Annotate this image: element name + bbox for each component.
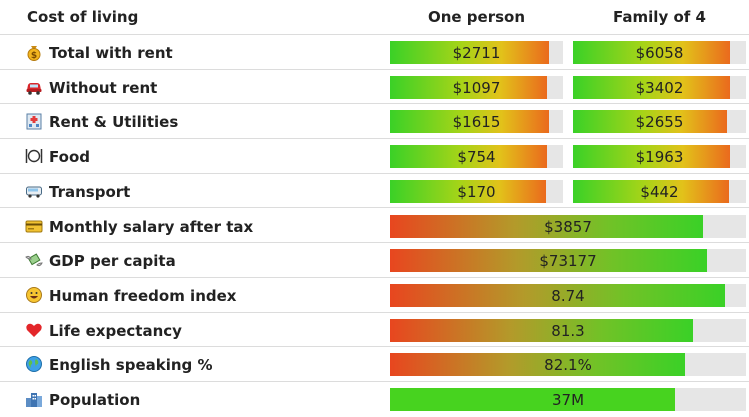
- row-label-text: Population: [49, 391, 141, 409]
- family-bar-fill: [573, 145, 731, 169]
- family-bar: $1963: [573, 145, 746, 169]
- metric-bar-fill: [390, 318, 693, 342]
- one-person-bar-fill: [390, 179, 546, 203]
- metric-bar-value: 82.1%: [544, 356, 592, 375]
- metric-bar: $3857: [390, 214, 746, 238]
- metric-bar: 8.74: [390, 283, 746, 307]
- row-label-text: English speaking %: [49, 356, 213, 375]
- metric-bar-value: $73177: [539, 252, 597, 271]
- table-row: Rent & Utilities $1615 $2655: [0, 104, 749, 140]
- row-label-text: Human freedom index: [49, 286, 237, 305]
- row-label: Human freedom index: [25, 286, 236, 305]
- metric-bar-fill: [390, 283, 725, 307]
- metric-bar-fill: [390, 249, 707, 273]
- one-person-bar-value: $170: [457, 182, 496, 201]
- one-person-bar-fill: [390, 110, 550, 134]
- plate-cutlery-icon: [25, 147, 43, 165]
- family-bar: $3402: [573, 75, 746, 99]
- family-bar-value: $6058: [635, 44, 684, 62]
- metric-bar-value: $3857: [544, 217, 592, 236]
- metric-bar: $73177: [390, 249, 746, 273]
- row-label-text: Life expectancy: [49, 321, 182, 340]
- row-label: Transport: [25, 182, 130, 201]
- family-bar-fill: [573, 179, 729, 203]
- table-row: Life expectancy 81.3: [0, 313, 749, 348]
- one-person-bar: $1615: [390, 110, 563, 134]
- table-row: GDP per capita $73177: [0, 243, 749, 278]
- family-bar-value: $2655: [635, 113, 684, 132]
- one-person-bar-value: $2711: [452, 44, 501, 62]
- header-title: Cost of living: [27, 8, 139, 26]
- one-person-bar: $754: [390, 145, 563, 169]
- one-person-bar: $2711: [390, 41, 563, 64]
- bus-icon: [25, 182, 43, 200]
- hospital-building-icon: [25, 112, 43, 130]
- family-bar-value: $3402: [635, 78, 684, 97]
- row-label: Food: [25, 147, 90, 166]
- row-label: GDP per capita: [25, 251, 176, 270]
- one-person-bar-value: $754: [457, 148, 496, 167]
- row-label: Without rent: [25, 78, 157, 97]
- row-label-text: Food: [49, 148, 90, 167]
- row-label: $ Total with rent: [25, 43, 173, 62]
- one-person-bar-fill: [390, 41, 550, 64]
- header-family-of-4: Family of 4: [613, 8, 706, 26]
- metric-bar-value: 81.3: [551, 321, 585, 340]
- table-row: Food $754 $1963: [0, 139, 749, 174]
- metric-bar-fill: [390, 353, 686, 377]
- row-label-text: Without rent: [49, 78, 158, 97]
- car-icon: [25, 78, 43, 96]
- family-bar-fill: [573, 110, 727, 134]
- one-person-bar: $170: [390, 179, 563, 203]
- heart-icon: [25, 321, 43, 339]
- table-header: Cost of living One person Family of 4: [0, 0, 749, 35]
- metric-bar-fill: [390, 214, 704, 238]
- family-bar-value: $442: [640, 182, 679, 201]
- row-label: Monthly salary after tax: [25, 217, 253, 236]
- family-bar: $6058: [573, 41, 746, 64]
- smiley-face-icon: [25, 286, 43, 304]
- table-row: Transport $170 $442: [0, 174, 749, 209]
- metric-bar: 81.3: [390, 318, 746, 342]
- one-person-bar-value: $1097: [452, 78, 501, 97]
- row-label-text: Rent & Utilities: [49, 113, 179, 132]
- table-row: $ Total with rent $2711 $6058: [0, 35, 749, 70]
- one-person-bar-fill: [390, 145, 548, 169]
- row-label: Population: [25, 390, 140, 409]
- metric-bar-value: 37M: [551, 391, 585, 409]
- money-bag-icon: $: [25, 43, 43, 61]
- row-label: English speaking %: [25, 355, 213, 374]
- row-label: Rent & Utilities: [25, 112, 178, 131]
- table-row: Human freedom index 8.74: [0, 278, 749, 313]
- metric-bar-value: 8.74: [551, 286, 585, 305]
- row-label-text: Total with rent: [49, 44, 173, 62]
- family-bar: $442: [573, 179, 746, 203]
- row-label: Life expectancy: [25, 321, 182, 340]
- table-row: Population 37M: [0, 382, 749, 417]
- family-bar-fill: [573, 75, 731, 99]
- globe-icon: [25, 355, 43, 373]
- table-row: Monthly salary after tax $3857: [0, 209, 749, 244]
- family-bar-value: $1963: [635, 148, 684, 167]
- metric-bar: 37M: [390, 388, 746, 411]
- header-one-person: One person: [427, 8, 526, 26]
- metric-bar-fill: [390, 388, 675, 411]
- table-row: English speaking % 82.1%: [0, 347, 749, 382]
- one-person-bar-value: $1615: [452, 113, 501, 132]
- row-label-text: GDP per capita: [49, 252, 176, 271]
- money-wings-icon: [25, 251, 43, 269]
- one-person-bar: $1097: [390, 75, 563, 99]
- row-label-text: Monthly salary after tax: [49, 217, 254, 236]
- svg-text:$: $: [31, 51, 37, 61]
- credit-card-icon: [25, 217, 43, 235]
- metric-bar: 82.1%: [390, 353, 746, 377]
- one-person-bar-fill: [390, 75, 548, 99]
- city-icon: [25, 390, 43, 408]
- table-row: Without rent $1097 $3402: [0, 70, 749, 105]
- family-bar: $2655: [573, 110, 746, 134]
- family-bar-fill: [573, 41, 731, 64]
- row-label-text: Transport: [49, 182, 131, 201]
